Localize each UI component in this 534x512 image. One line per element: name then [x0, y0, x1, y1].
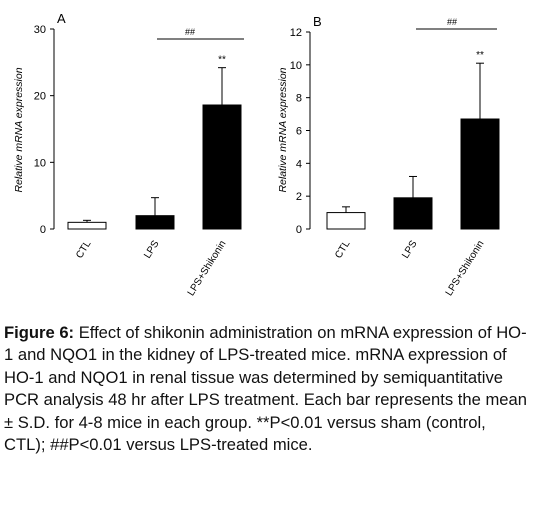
- panel-label: A: [57, 11, 66, 26]
- category-label: LPS: [400, 238, 420, 260]
- category-label: LPS+Shikonin: [444, 239, 487, 298]
- bar-ctl: [326, 212, 366, 230]
- y-tick-label: 8: [296, 93, 302, 105]
- figure-caption: Figure 6: Effect of shikonin administrat…: [4, 322, 530, 456]
- bar-ctl: [67, 221, 107, 230]
- bar-lps: [135, 215, 175, 230]
- bar-lps-shikonin: [460, 118, 500, 230]
- panel-label: B: [313, 14, 322, 29]
- significance-hash-label: ##: [185, 27, 195, 37]
- chart-panel-b: B 0 2 4 6 8 10 12 Relative mRNA expression CTL LPS…: [277, 14, 500, 298]
- caption-text: Effect of shikonin administration on mRN…: [4, 323, 527, 455]
- y-tick-label: 30: [34, 24, 46, 36]
- bar-lps-shikonin: [202, 104, 242, 230]
- figure-panels: A 0 10 20 30 Relative mRNA expression CTL LPS LP…: [13, 11, 500, 298]
- category-label: CTL: [74, 238, 94, 260]
- y-tick-label: 12: [290, 27, 302, 39]
- caption-label: Figure 6:: [4, 323, 75, 342]
- category-label: CTL: [333, 238, 353, 260]
- y-tick-label: 0: [296, 224, 302, 236]
- significance-star-label: **: [218, 55, 226, 66]
- y-tick-label: 20: [34, 91, 46, 103]
- y-axis-title: Relative mRNA expression: [13, 67, 25, 192]
- category-label: LPS+Shikonin: [186, 239, 229, 298]
- category-label: LPS: [142, 238, 162, 260]
- y-tick-label: 2: [296, 191, 302, 203]
- y-tick-label: 0: [40, 224, 46, 236]
- significance-hash-label: ##: [447, 17, 457, 27]
- significance-star-label: **: [476, 50, 484, 61]
- y-tick-label: 10: [34, 157, 46, 169]
- y-tick-label: 10: [290, 60, 302, 72]
- chart-panel-a: A 0 10 20 30 Relative mRNA expression CTL LPS LP…: [13, 11, 244, 298]
- y-tick-label: 4: [296, 158, 302, 170]
- y-tick-label: 6: [296, 126, 302, 138]
- bar-lps: [393, 197, 433, 230]
- y-axis-title: Relative mRNA expression: [277, 67, 289, 192]
